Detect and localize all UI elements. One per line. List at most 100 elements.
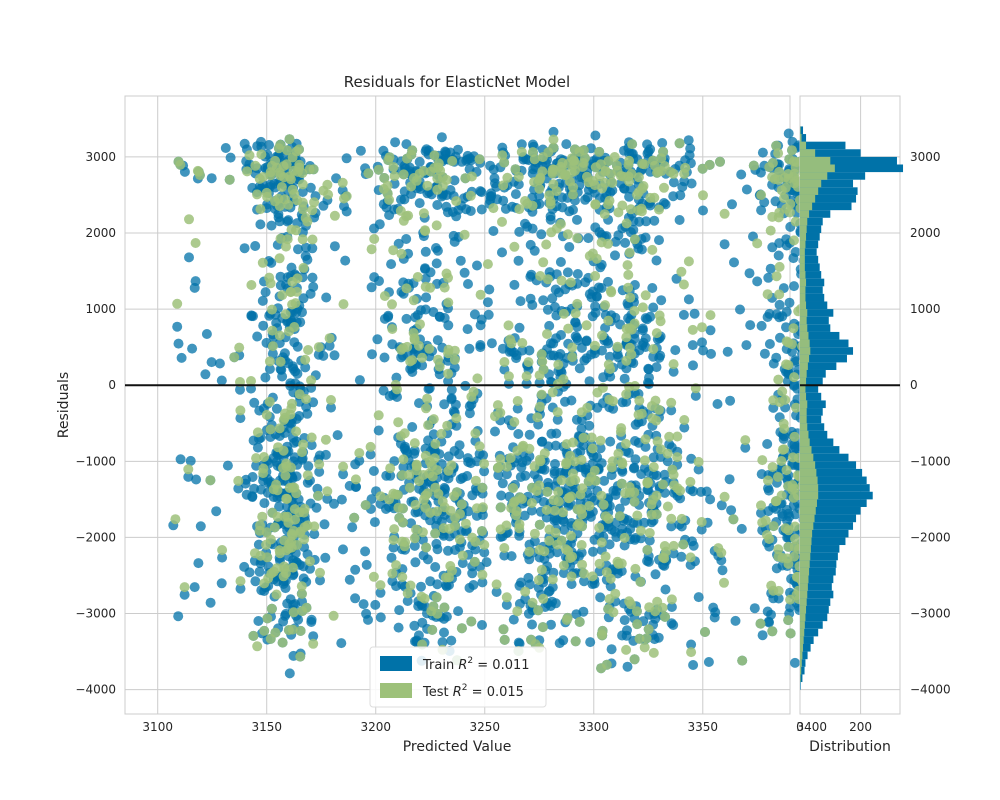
train-point <box>685 484 696 495</box>
train-point <box>572 335 583 346</box>
train-point <box>256 136 266 147</box>
test-point <box>244 150 255 161</box>
train-point <box>311 502 322 513</box>
train-point <box>749 603 760 614</box>
test-point <box>277 637 288 648</box>
test-point <box>267 507 278 518</box>
train-point <box>479 547 490 558</box>
histogram-bars <box>800 126 904 690</box>
test-point <box>409 335 420 345</box>
test-point <box>594 171 605 182</box>
train-point <box>651 362 662 373</box>
test-point <box>619 532 630 543</box>
test-point <box>654 204 664 215</box>
test-point <box>375 491 386 502</box>
train-point <box>469 309 480 320</box>
histogram-bar-train <box>800 423 825 431</box>
train-point <box>696 524 707 535</box>
train-point <box>396 194 406 205</box>
test-point <box>297 197 308 208</box>
test-point <box>685 476 696 487</box>
test-point <box>384 194 395 205</box>
train-point <box>489 173 500 184</box>
train-point <box>579 576 589 587</box>
test-point <box>297 179 308 190</box>
test-point <box>763 475 773 486</box>
test-point <box>594 558 605 569</box>
test-point <box>289 189 300 199</box>
train-point <box>588 450 599 461</box>
train-point <box>767 242 778 253</box>
train-point <box>683 294 694 305</box>
test-point <box>783 169 794 179</box>
test-point <box>369 234 380 244</box>
test-point <box>760 515 771 526</box>
train-point <box>375 587 386 598</box>
train-point <box>717 565 728 576</box>
train-point <box>318 200 329 211</box>
test-point <box>566 571 577 582</box>
train-point <box>430 562 441 572</box>
train-point <box>298 293 309 304</box>
train-point <box>441 581 452 592</box>
test-point <box>509 241 520 252</box>
test-point <box>551 186 562 197</box>
test-point <box>184 214 194 225</box>
train-point <box>446 635 457 646</box>
test-point <box>536 349 547 360</box>
test-point <box>296 581 307 592</box>
test-point <box>193 166 204 177</box>
test-point <box>436 428 447 439</box>
train-point <box>722 346 733 357</box>
histogram-bar-test <box>800 552 811 561</box>
test-point <box>465 190 476 201</box>
train-point <box>497 247 507 258</box>
train-point <box>200 369 211 380</box>
train-point <box>724 474 735 485</box>
train-point <box>205 597 216 608</box>
train-point <box>479 466 490 477</box>
test-point <box>303 345 314 355</box>
test-point <box>456 623 467 634</box>
train-point <box>648 452 659 463</box>
histogram-bar-train <box>800 529 849 538</box>
test-point <box>678 279 689 290</box>
test-point <box>548 495 559 506</box>
histogram-bar-test <box>800 522 814 530</box>
train-point <box>762 439 773 449</box>
histogram-bar-train <box>800 491 873 500</box>
test-point <box>605 364 616 374</box>
test-point <box>502 172 513 183</box>
histogram-bar-train <box>800 438 834 447</box>
test-point <box>302 470 313 481</box>
test-point <box>306 375 317 386</box>
test-point <box>639 642 650 653</box>
train-point <box>446 384 457 395</box>
train-point <box>515 472 526 482</box>
test-point <box>590 475 601 486</box>
train-point <box>254 405 265 416</box>
train-point <box>576 423 587 434</box>
histogram-bar-train <box>800 217 823 226</box>
train-point <box>475 320 486 331</box>
x-tick-labels: 3100 3150 3200 3250 3300 3350 3400 <box>142 720 827 734</box>
histogram-bar-train <box>800 682 801 690</box>
test-point <box>740 435 751 446</box>
histogram-bar-train <box>800 172 866 180</box>
test-point <box>257 511 268 522</box>
test-point <box>297 447 307 458</box>
train-point <box>462 324 473 335</box>
test-point <box>632 189 643 200</box>
train-point <box>517 345 528 356</box>
test-point <box>437 172 448 183</box>
train-point <box>247 472 258 482</box>
histogram-bar-test <box>800 453 814 462</box>
test-point <box>259 578 270 589</box>
test-point <box>229 352 240 363</box>
test-point <box>627 139 638 150</box>
train-point <box>474 448 485 459</box>
train-point <box>297 187 308 197</box>
train-point <box>432 200 443 210</box>
train-point <box>414 156 425 167</box>
train-point <box>774 299 785 310</box>
